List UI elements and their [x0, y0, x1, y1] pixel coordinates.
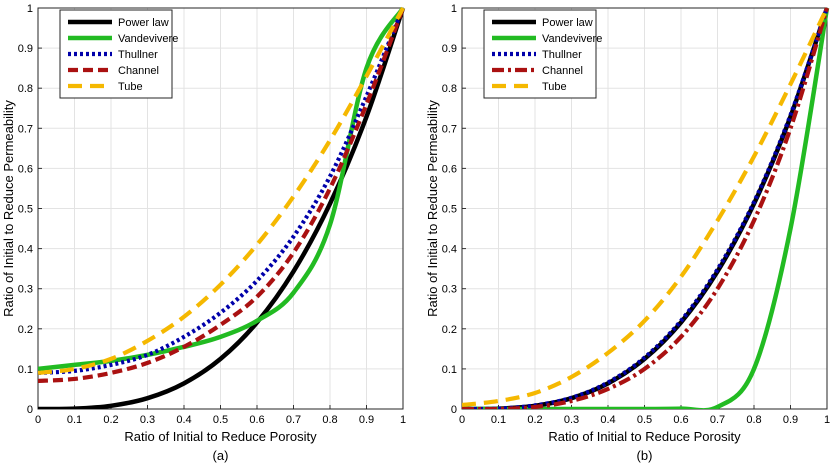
y-tick-label: 0.3 — [18, 284, 33, 296]
series-line-channel — [38, 7, 405, 384]
legend-label-power-law: Power law — [118, 17, 169, 29]
chart-panel-1: 0 0.1 0.2 0.3 0.4 0.5 0.6 0.7 0.8 0.9 1 0 0.1 0.2 0.3 0… — [1, 3, 406, 463]
x-tick-label: 0.7 — [710, 414, 725, 426]
y-tick-label: 0 — [451, 404, 457, 416]
y-tick-label: 0.1 — [442, 364, 457, 376]
legend: Power law Vandevivere Thullner Channel Tube — [483, 9, 602, 99]
series-line-thullner — [38, 7, 405, 376]
y-tick-label: 0.2 — [442, 324, 457, 336]
y-tick-label: 0 — [27, 404, 33, 416]
y-tick-label: 0.2 — [18, 324, 33, 336]
x-tick-label: 0.5 — [637, 414, 652, 426]
series-line-tube — [462, 7, 829, 408]
x-tick-label: 0.3 — [564, 414, 579, 426]
x-tick-label: 0.5 — [213, 414, 228, 426]
y-tick-label: 0.7 — [442, 123, 457, 135]
x-tick-label: 0 — [35, 414, 41, 426]
x-tick-label: 0.2 — [103, 414, 118, 426]
y-tick-label: 0.8 — [18, 83, 33, 95]
x-tick-label: 1 — [400, 414, 406, 426]
y-tick-label: 0.3 — [442, 284, 457, 296]
x-tick-label: 0.9 — [359, 414, 374, 426]
legend-label-thullner: Thullner — [118, 49, 158, 61]
legend-label-vandevivere: Vandevivere — [118, 33, 178, 45]
legend-box — [59, 9, 173, 99]
y-tick-label: 0.5 — [18, 204, 33, 216]
legend-label-channel: Channel — [118, 65, 159, 77]
legend: Power law Vandevivere Thullner Channel Tube — [59, 9, 178, 99]
y-tick-label: 0.6 — [442, 163, 457, 175]
y-axis-label: Ratio of Initial to Reduce Permeability — [425, 100, 440, 317]
y-tick-label: 1 — [451, 3, 457, 15]
x-tick-label: 0.6 — [249, 414, 264, 426]
series-line-channel — [462, 7, 830, 409]
y-tick-label: 0.7 — [18, 123, 33, 135]
y-tick-label: 0.4 — [442, 244, 457, 256]
panel-caption: (b) — [637, 448, 653, 463]
x-tick-label: 0.8 — [746, 414, 761, 426]
x-tick-label: 0.9 — [783, 414, 798, 426]
x-tick-label: 0.6 — [673, 414, 688, 426]
series-line-power-law — [38, 7, 406, 409]
legend-label-tube: Tube — [118, 81, 143, 93]
y-tick-label: 0.9 — [442, 43, 457, 55]
x-tick-label: 0.3 — [140, 414, 155, 426]
y-axis-label: Ratio of Initial to Reduce Permeability — [1, 100, 16, 317]
x-tick-label: 0.7 — [286, 414, 301, 426]
x-axis-label: Ratio of Initial to Reduce Porosity — [124, 429, 317, 444]
y-tick-label: 0.4 — [18, 244, 33, 256]
legend-label-tube: Tube — [542, 81, 567, 93]
x-tick-label: 0.4 — [600, 414, 615, 426]
series-line-thullner — [462, 7, 829, 409]
legend-label-vandevivere: Vandevivere — [542, 33, 602, 45]
y-tick-label: 0.8 — [442, 83, 457, 95]
y-tick-label: 0.1 — [18, 364, 33, 376]
x-tick-label: 1 — [824, 414, 830, 426]
legend-label-channel: Channel — [542, 65, 583, 77]
y-tick-label: 0.5 — [442, 204, 457, 216]
axes-frame — [37, 7, 404, 410]
x-tick-label: 0.2 — [527, 414, 542, 426]
x-tick-label: 0.1 — [67, 414, 82, 426]
x-axis-label: Ratio of Initial to Reduce Porosity — [548, 429, 741, 444]
panel-caption: (a) — [213, 448, 229, 463]
chart-panel-2: 0 0.1 0.2 0.3 0.4 0.5 0.6 0.7 0.8 0.9 1 0 0.1 0.2 0.3 0… — [425, 3, 830, 463]
legend-box — [483, 9, 597, 99]
y-tick-label: 0.6 — [18, 163, 33, 175]
x-tick-label: 0.8 — [322, 414, 337, 426]
x-tick-label: 0.1 — [491, 414, 506, 426]
legend-label-thullner: Thullner — [542, 49, 582, 61]
x-tick-label: 0 — [459, 414, 465, 426]
y-tick-label: 1 — [27, 3, 33, 15]
series-line-vandevivere — [462, 7, 830, 409]
y-tick-label: 0.9 — [18, 43, 33, 55]
legend-label-power-law: Power law — [542, 17, 593, 29]
series-line-tube — [38, 7, 405, 375]
x-tick-label: 0.4 — [176, 414, 191, 426]
